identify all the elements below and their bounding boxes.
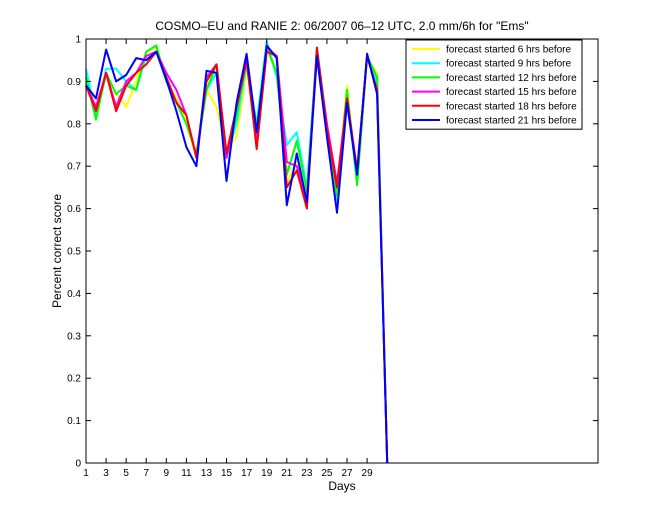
x-tick-label: 29 [362, 468, 374, 479]
ticks-layer: 1 3 5 7 9 11 13 15 17 19 21 23 25 27 2900.10.20.30.40.… [67, 35, 598, 479]
y-tick-label: 0.9 [67, 77, 81, 88]
x-tick-label: 7 [143, 468, 149, 479]
y-tick-label: 0.4 [67, 289, 81, 300]
x-tick-label: 13 [201, 468, 213, 479]
legend-entry-label: forecast started 12 hrs before [446, 73, 577, 84]
x-tick-label: 5 [123, 468, 129, 479]
x-tick-label: 1 [83, 468, 89, 479]
legend-entry-label: forecast started 18 hrs before [446, 101, 577, 112]
x-tick-label: 11 [181, 468, 192, 479]
x-axis-title: Days [328, 479, 355, 493]
legend-entry-label: forecast started 15 hrs before [446, 87, 577, 98]
y-tick-label: 1 [75, 35, 81, 46]
y-tick-label: 0.3 [67, 331, 81, 342]
legend: forecast started 6 hrs before forecast st… [405, 39, 583, 130]
x-tick-label: 23 [301, 468, 313, 479]
legend-entry-label: forecast started 6 hrs before [446, 45, 572, 56]
series-line-6 [85, 44, 389, 464]
x-tick-label: 3 [103, 468, 109, 479]
legend-entry-label: forecast started 9 hrs before [446, 59, 572, 70]
series-layer [85, 40, 389, 464]
chart-title: COSMO–EU and RANIE 2: 06/2007 06–12 UTC,… [155, 19, 528, 33]
y-tick-label: 0.7 [67, 162, 81, 173]
y-tick-label: 0.1 [67, 416, 81, 427]
y-tick-label: 0.2 [67, 374, 81, 385]
y-axis-title: Percent correct score [50, 194, 64, 308]
series-line-3 [85, 44, 389, 464]
x-tick-label: 9 [164, 468, 170, 479]
y-tick-label: 0.6 [67, 204, 81, 215]
x-tick-label: 25 [321, 468, 333, 479]
legend-entry-label: forecast started 21 hrs before [446, 116, 577, 127]
x-tick-label: 17 [241, 468, 253, 479]
x-tick-label: 21 [281, 468, 293, 479]
x-tick-label: 15 [221, 468, 233, 479]
y-tick-label: 0.5 [67, 247, 81, 258]
y-tick-label: 0 [75, 459, 81, 470]
x-tick-label: 19 [261, 468, 273, 479]
x-tick-label: 27 [341, 468, 353, 479]
y-tick-label: 0.8 [67, 119, 81, 130]
legend-box [405, 39, 583, 130]
